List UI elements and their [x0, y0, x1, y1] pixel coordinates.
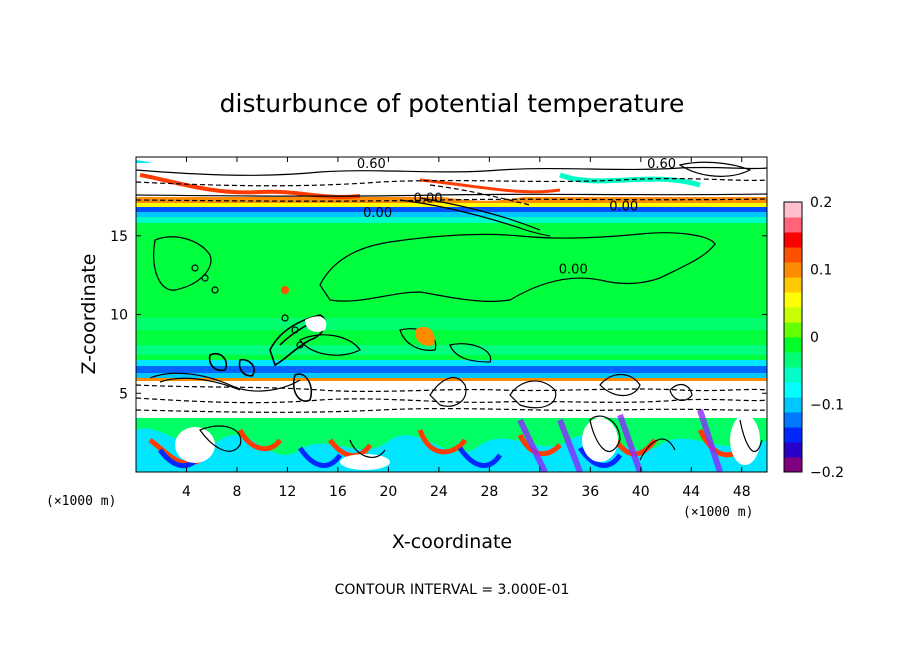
- upper-band: [136, 217, 767, 223]
- y-tick-label: 15: [110, 229, 128, 245]
- contour-lines-lower: [136, 372, 767, 461]
- colorbar-swatch: [784, 367, 802, 383]
- x-tick-label: 44: [682, 484, 700, 500]
- x-tick-label: 12: [279, 484, 297, 500]
- x-tick-label: 28: [480, 484, 498, 500]
- x-unit-left: (×1000 m): [46, 494, 116, 509]
- x-tick-label: 4: [182, 484, 191, 500]
- contour-label-layer: 0.60 0.60 0.00 0.00 0.00 0.00: [357, 157, 676, 278]
- contour-label: 0.00: [363, 206, 392, 221]
- colorbar-swatch: [784, 202, 802, 218]
- mid-band: [136, 318, 767, 330]
- x-tick-label: 48: [733, 484, 751, 500]
- lower-band: [136, 378, 767, 381]
- x-unit-right: (×1000 m): [683, 505, 753, 520]
- turbulent-blob: [340, 454, 390, 470]
- colorbar-swatch: [784, 292, 802, 308]
- y-tick-label: 5: [119, 386, 128, 402]
- turbulent-blob: [136, 428, 767, 472]
- colorbar-swatch: [784, 277, 802, 293]
- mid-band: [136, 373, 767, 378]
- upper-blob: [136, 157, 767, 201]
- colorbar-tick-label: −0.2: [810, 465, 844, 481]
- colorbar-swatch: [784, 427, 802, 443]
- x-tick-label: 20: [379, 484, 397, 500]
- colorbar-swatch: [784, 397, 802, 413]
- contour-interval-note: CONTOUR INTERVAL = 3.000E-01: [335, 582, 570, 598]
- contour-label: 0.00: [414, 192, 443, 207]
- mid-band: [136, 366, 767, 373]
- contour-lines-upper: [136, 161, 767, 237]
- plume-core: [281, 286, 289, 294]
- upper-band: [136, 212, 767, 217]
- x-tick-label: 16: [329, 484, 347, 500]
- colorbar-tick-label: 0.1: [810, 263, 832, 279]
- colorbar-swatch: [784, 262, 802, 278]
- plume-core: [305, 316, 327, 332]
- colorbar-swatch: [784, 247, 802, 263]
- x-tick-label: 24: [430, 484, 448, 500]
- colorbar-tick-label: 0.2: [810, 195, 832, 211]
- colorbar-swatch: [784, 352, 802, 368]
- colorbar-ticks: 0.2 0.1 0 −0.1 −0.2: [810, 195, 844, 481]
- colorbar-swatch: [784, 412, 802, 428]
- x-axis-ticks: 4 8 12 16 20 24 28 32 36 40 44 48: [182, 157, 751, 500]
- colorbar-swatch: [784, 457, 802, 473]
- colorbar-swatch: [784, 337, 802, 353]
- turbulent-blob: [582, 418, 618, 462]
- upper-band: [136, 203, 767, 207]
- contour-label: 0.60: [357, 157, 386, 172]
- colorbar-tick-label: 0: [810, 330, 819, 346]
- x-tick-label: 32: [531, 484, 549, 500]
- contour-label: 0.00: [559, 263, 588, 278]
- x-tick-label: 8: [232, 484, 241, 500]
- y-axis-ticks: 5 10 15: [110, 229, 767, 402]
- contour-lines-zero: [153, 232, 716, 363]
- contour-label: 0.60: [647, 157, 676, 172]
- colorbar-swatch: [784, 232, 802, 248]
- colorbar-swatch: [784, 442, 802, 458]
- colorbar-tick-label: −0.1: [810, 398, 844, 414]
- x-axis-label: X-coordinate: [392, 531, 512, 553]
- turbulent-streaks: [517, 409, 723, 472]
- colorbar-swatch: [784, 307, 802, 323]
- colorbar-frame: [783, 201, 803, 473]
- y-axis-label: Z-coordinate: [78, 254, 100, 375]
- colorbar-swatch: [784, 217, 802, 233]
- mid-band: [136, 345, 767, 355]
- turbulent-streaks: [158, 446, 623, 469]
- upper-streak: [419, 178, 561, 194]
- colorbar-swatch: [784, 322, 802, 338]
- colorbar-swatch: [784, 382, 802, 398]
- chart-title: disturbunce of potential temperature: [220, 89, 685, 118]
- lower-layer: [136, 378, 767, 418]
- potential-temperature-field: [136, 157, 767, 472]
- contour-label: 0.00: [609, 200, 638, 215]
- y-tick-label: 10: [110, 308, 128, 324]
- mid-band: [136, 360, 767, 366]
- x-tick-label: 36: [581, 484, 599, 500]
- colorbar: [783, 201, 803, 473]
- plume-core: [414, 326, 435, 346]
- x-tick-label: 40: [632, 484, 650, 500]
- turbulent-blob: [175, 427, 215, 463]
